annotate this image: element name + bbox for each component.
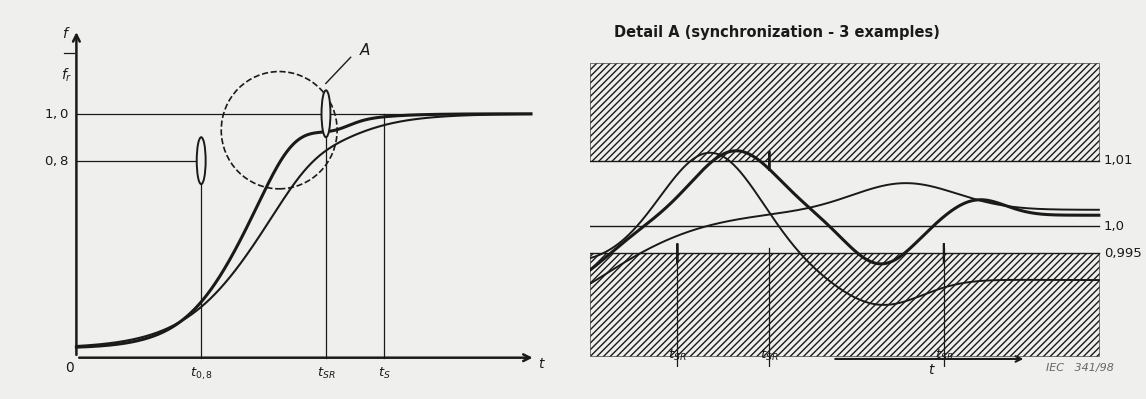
Text: $A$: $A$ [360,42,371,58]
Circle shape [197,137,205,184]
Circle shape [322,90,330,137]
Text: 1,0: 1,0 [1104,219,1124,233]
Text: $f_r$: $f_r$ [61,67,72,84]
Text: $t_{SR}$: $t_{SR}$ [934,348,953,363]
Text: IEC   341/98: IEC 341/98 [1045,363,1114,373]
Text: $1,0$: $1,0$ [44,107,69,121]
Text: Detail A (synchronization - 3 examples): Detail A (synchronization - 3 examples) [614,26,940,40]
Text: $t_{SR}$: $t_{SR}$ [760,348,779,363]
Text: $0$: $0$ [65,361,74,375]
Text: $t$: $t$ [928,363,935,377]
Text: $t$: $t$ [537,357,545,371]
Text: $t_{SR}$: $t_{SR}$ [668,348,686,363]
Text: $t_{SR}$: $t_{SR}$ [316,366,336,381]
Text: $t_{0,8}$: $t_{0,8}$ [189,366,213,382]
Text: $t_S$: $t_S$ [377,366,391,381]
Text: 1,01: 1,01 [1104,154,1133,168]
Text: $0,8$: $0,8$ [44,154,69,168]
Text: 0,995: 0,995 [1104,247,1141,260]
Text: $f$: $f$ [62,26,71,41]
